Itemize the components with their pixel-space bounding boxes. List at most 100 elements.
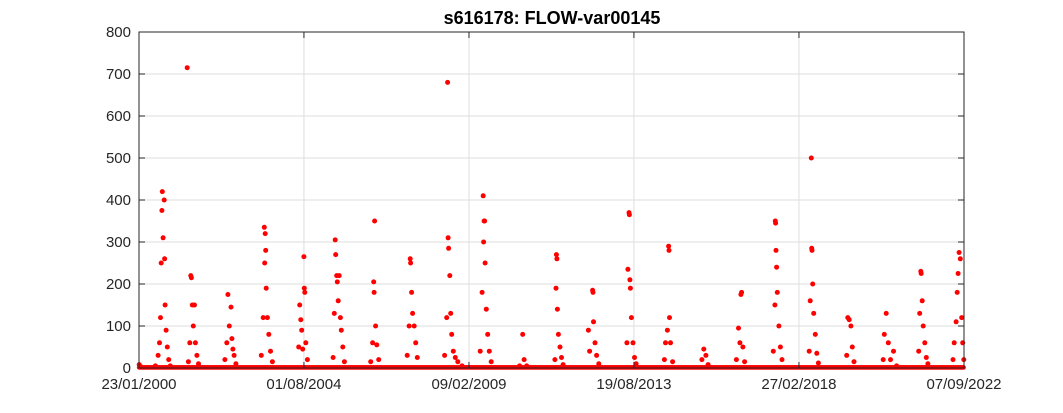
data-point	[661, 357, 667, 363]
data-point	[338, 327, 344, 333]
data-point	[625, 266, 631, 272]
data-point	[815, 360, 821, 366]
data-point	[553, 252, 559, 258]
data-point	[444, 315, 450, 321]
grid	[139, 32, 964, 368]
data-point	[809, 247, 815, 253]
data-point	[188, 275, 194, 281]
y-tick-label: 200	[106, 276, 131, 293]
data-point	[917, 310, 923, 316]
data-point	[844, 352, 850, 358]
data-point	[445, 79, 451, 85]
data-point	[299, 327, 305, 333]
data-point	[162, 256, 168, 262]
data-point	[596, 361, 602, 367]
data-point	[192, 302, 197, 308]
data-point	[959, 315, 965, 321]
data-point	[923, 355, 929, 360]
data-point	[333, 252, 339, 258]
data-point	[808, 155, 814, 161]
data-point	[263, 285, 269, 291]
data-point	[263, 247, 269, 253]
data-point	[157, 340, 162, 346]
data-point	[701, 346, 707, 352]
data-point	[776, 323, 782, 329]
data-point	[229, 336, 235, 342]
data-point	[774, 264, 780, 270]
data-point	[849, 344, 855, 350]
data-point	[664, 327, 670, 333]
data-point	[951, 340, 957, 346]
y-tick-label: 800	[106, 24, 131, 41]
data-point	[920, 323, 926, 329]
data-point	[699, 357, 705, 363]
data-point	[626, 212, 632, 218]
data-point	[190, 323, 196, 329]
data-point	[452, 355, 458, 360]
y-tick-label: 0	[123, 360, 131, 377]
data-point	[733, 357, 739, 363]
data-point	[269, 359, 275, 365]
data-point	[851, 359, 857, 365]
data-point	[160, 235, 166, 241]
data-point	[373, 323, 379, 329]
data-point	[632, 355, 637, 360]
data-point	[666, 247, 672, 253]
data-point	[668, 340, 673, 346]
data-point	[555, 331, 561, 337]
y-axis: 0 100 200 300 400 500 600 700 800	[106, 24, 964, 377]
data-point	[552, 357, 558, 363]
data-point	[954, 289, 960, 295]
data-point	[736, 325, 741, 331]
data-point	[554, 306, 560, 312]
data-point	[261, 224, 267, 230]
data-point	[880, 357, 886, 363]
data-point	[260, 315, 266, 321]
data-point	[479, 289, 485, 295]
data-point	[296, 344, 302, 350]
data-point	[371, 289, 377, 295]
data-point	[341, 359, 347, 365]
data-point	[774, 289, 780, 295]
data-point	[372, 218, 378, 224]
data-point	[258, 352, 264, 358]
data-point	[739, 289, 745, 295]
data-point	[480, 193, 486, 199]
data-point	[413, 340, 419, 346]
data-point	[810, 281, 816, 287]
data-point	[587, 348, 593, 354]
data-point	[950, 357, 956, 363]
data-point	[624, 340, 630, 346]
data-point	[301, 285, 307, 291]
data-point	[340, 344, 346, 350]
data-point	[881, 331, 887, 337]
data-point	[919, 298, 925, 304]
data-point	[585, 327, 591, 333]
data-point	[483, 306, 489, 312]
data-point	[264, 315, 270, 321]
data-point	[925, 361, 931, 367]
data-point	[184, 65, 190, 71]
data-point	[166, 357, 172, 363]
data-point	[848, 323, 854, 329]
data-point	[409, 289, 415, 295]
x-tick-label: 01/08/2004	[266, 376, 341, 393]
data-point	[667, 315, 672, 321]
data-point	[956, 250, 962, 255]
y-tick-label: 600	[106, 108, 131, 125]
y-tick-label: 100	[106, 318, 131, 335]
y-tick-label: 400	[106, 192, 131, 209]
data-point	[846, 317, 852, 323]
data-point	[404, 352, 410, 358]
data-point	[414, 355, 420, 360]
data-point	[162, 302, 168, 308]
data-point	[703, 352, 709, 358]
data-point	[482, 260, 488, 266]
data-point	[442, 352, 448, 358]
data-point	[590, 289, 596, 295]
data-point	[779, 357, 785, 363]
data-point	[449, 331, 455, 337]
data-point	[559, 355, 564, 360]
data-point	[807, 298, 813, 304]
